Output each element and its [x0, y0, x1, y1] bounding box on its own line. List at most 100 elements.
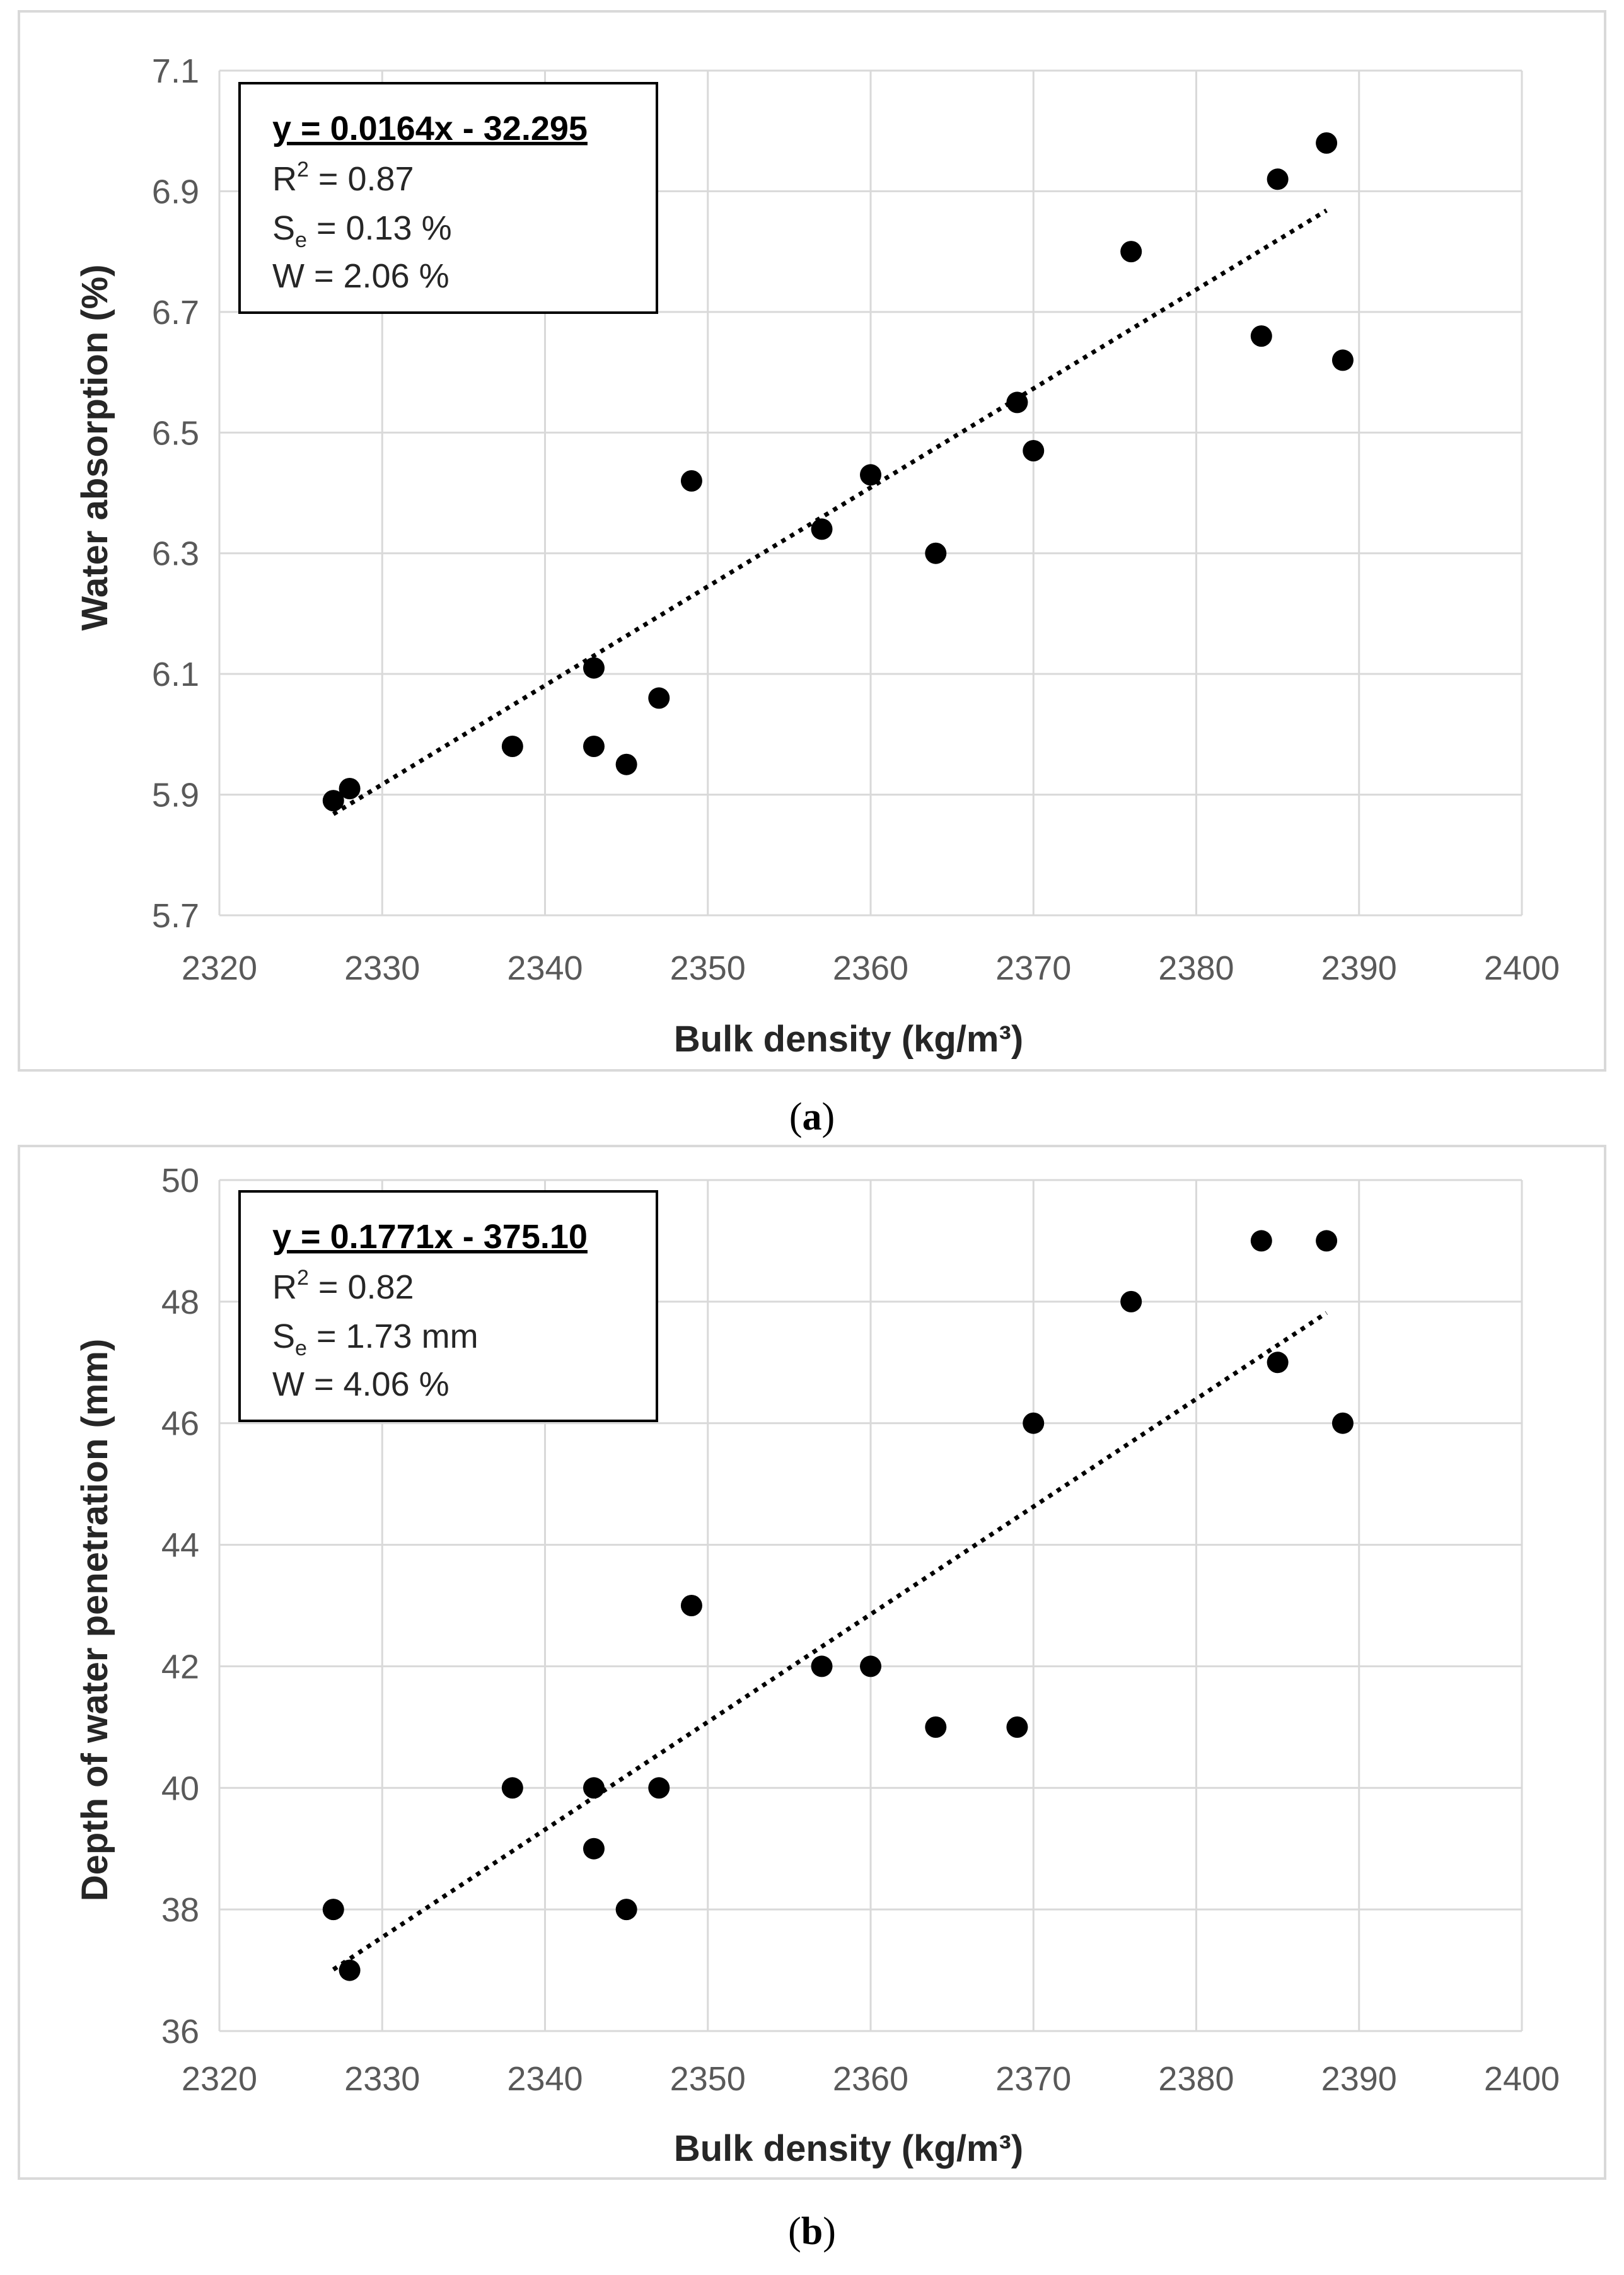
chart-a-points — [322, 132, 1354, 812]
chart-a-y-axis-title: Water absorption (%) — [74, 264, 115, 630]
chart-a-x-tick-label: 2330 — [344, 949, 420, 987]
chart-a-x-tick-label: 2390 — [1321, 949, 1397, 987]
chart-b-annotation-box: y = 0.1771x - 375.10 R2 = 0.82 Se = 1.73… — [238, 1190, 658, 1422]
chart-b-x-axis-title: Bulk density (kg/m³) — [674, 2128, 1023, 2169]
chart-b-point-6 — [648, 1777, 670, 1799]
caption-b: (b) — [788, 2210, 836, 2253]
chart-a-x-tick-label: 2370 — [995, 949, 1071, 987]
chart-a-x-tick-label: 2360 — [833, 949, 908, 987]
chart-b-equation: y = 0.1771x - 375.10 — [272, 1218, 588, 1256]
chart-a-y-tick-label: 6.9 — [152, 173, 199, 211]
chart-a-point-8 — [811, 518, 833, 540]
chart-b-y-axis-title: Depth of water penetration (mm) — [74, 1339, 115, 1902]
chart-a-x-tick-label: 2380 — [1158, 949, 1234, 987]
chart-b-point-12 — [1023, 1412, 1045, 1434]
chart-b-point-15 — [1267, 1352, 1289, 1374]
chart-a: 5.7 5.9 6.1 6.3 6.5 6.7 6.9 7.1 2320 2330 2340 235… — [18, 10, 1606, 1072]
chart-b-x-tick-label: 2350 — [670, 2060, 746, 2098]
chart-a-x-tick-label: 2350 — [670, 949, 746, 987]
chart-b-x-gridlines — [218, 1180, 1523, 2031]
chart-b-point-10 — [925, 1716, 947, 1738]
chart-a-point-3 — [583, 657, 605, 679]
chart-b-point-9 — [860, 1655, 881, 1677]
chart-b-point-16 — [1316, 1230, 1338, 1252]
chart-b-x-tick-label: 2400 — [1484, 2060, 1560, 2098]
chart-a-point-13 — [1120, 241, 1142, 263]
chart-b-x-tick-label: 2340 — [507, 2060, 583, 2098]
chart-b-x-tick-label: 2330 — [344, 2060, 420, 2098]
chart-a-x-axis-title: Bulk density (kg/m³) — [674, 1019, 1023, 1060]
chart-b-y-tick-label: 36 — [161, 2013, 199, 2051]
chart-b-x-tick-label: 2360 — [833, 2060, 908, 2098]
chart-b-x-tick-label: 2380 — [1158, 2060, 1234, 2098]
chart-a-y-tick-label: 6.1 — [152, 656, 199, 693]
chart-b-se: Se = 1.73 mm — [272, 1317, 478, 1360]
chart-a-point-7 — [680, 470, 702, 492]
chart-b-trendline-group — [332, 1311, 1328, 1972]
chart-a-x-tick-label: 2320 — [182, 949, 257, 987]
chart-a-y-tick-label: 7.1 — [152, 52, 199, 90]
chart-a-annotation-box: y = 0.0164x - 32.295 R2 = 0.87 Se = 0.13… — [238, 82, 658, 314]
caption-a: (a) — [789, 1096, 835, 1138]
chart-b-point-13 — [1120, 1290, 1142, 1312]
chart-b-point-17 — [1331, 1412, 1354, 1434]
chart-b-point-1 — [339, 1959, 361, 1981]
chart-b-y-tick-label: 46 — [161, 1405, 199, 1443]
chart-a-y-tick-label: 5.9 — [152, 777, 199, 814]
chart-a-point-11 — [1006, 391, 1028, 414]
chart-a-point-16 — [1316, 132, 1338, 154]
chart-b-y-tick-label: 38 — [161, 1891, 199, 1929]
chart-b-point-11 — [1006, 1716, 1028, 1738]
chart-b-y-tick-label: 44 — [161, 1527, 199, 1565]
chart-a-x-tick-label: 2340 — [507, 949, 583, 987]
chart-a-trendline-group — [332, 208, 1328, 816]
chart-b-w: W = 4.06 % — [272, 1365, 450, 1403]
chart-a-point-12 — [1023, 440, 1045, 461]
chart-a-point-4 — [583, 736, 605, 757]
chart-b-point-8 — [811, 1655, 833, 1677]
chart-b-point-7 — [680, 1595, 702, 1616]
chart-b-point-4 — [583, 1838, 605, 1860]
chart-a-y-tick-label: 6.3 — [152, 535, 199, 573]
chart-a-x-tick-labels: 2320 2330 2340 2350 2360 2370 2380 2390 2400 — [182, 949, 1560, 987]
chart-a-trendline — [332, 208, 1328, 816]
chart-b-point-14 — [1250, 1230, 1272, 1252]
chart-a-point-2 — [501, 736, 523, 757]
chart-b-y-tick-label: 48 — [161, 1283, 199, 1321]
chart-a-w: W = 2.06 % — [272, 257, 450, 295]
chart-a-point-6 — [648, 687, 670, 709]
chart-a-point-1 — [339, 778, 361, 799]
chart-a-point-10 — [925, 542, 947, 564]
chart-a-y-tick-labels: 5.7 5.9 6.1 6.3 6.5 6.7 6.9 7.1 — [152, 52, 199, 935]
chart-b-x-tick-label: 2390 — [1321, 2060, 1397, 2098]
chart-b-y-tick-label: 50 — [161, 1162, 199, 1200]
chart-a-point-15 — [1267, 168, 1289, 190]
chart-a-x-tick-label: 2400 — [1484, 949, 1560, 987]
chart-b: 36 38 40 42 44 46 48 50 2320 2330 2340 2350 2360 237… — [18, 1145, 1606, 2180]
chart-a-point-17 — [1331, 349, 1354, 371]
chart-b-point-3 — [583, 1777, 605, 1799]
chart-b-r2: R2 = 0.82 — [272, 1266, 414, 1306]
chart-a-y-tick-label: 5.7 — [152, 897, 199, 935]
chart-b-y-tick-label: 40 — [161, 1769, 199, 1807]
chart-a-y-tick-label: 6.5 — [152, 414, 199, 452]
chart-b-point-2 — [501, 1777, 523, 1799]
chart-a-r2: R2 = 0.87 — [272, 158, 414, 198]
chart-a-point-14 — [1250, 325, 1272, 347]
chart-a-y-tick-label: 6.7 — [152, 294, 199, 332]
chart-b-y-tick-labels: 36 38 40 42 44 46 48 50 — [161, 1162, 199, 2051]
chart-a-se: Se = 0.13 % — [272, 209, 452, 252]
chart-b-x-tick-label: 2320 — [182, 2060, 257, 2098]
chart-a-equation: y = 0.0164x - 32.295 — [272, 110, 588, 148]
chart-b-point-0 — [322, 1899, 344, 1921]
chart-b-points — [322, 1230, 1354, 1981]
chart-a-point-9 — [860, 464, 881, 486]
chart-a-point-5 — [615, 753, 637, 775]
chart-b-point-5 — [615, 1899, 637, 1921]
chart-b-x-tick-labels: 2320 2330 2340 2350 2360 2370 2380 2390 2400 — [182, 2060, 1560, 2098]
chart-b-y-tick-label: 42 — [161, 1648, 199, 1686]
chart-b-trendline — [332, 1311, 1328, 1972]
chart-a-point-0 — [322, 790, 344, 812]
chart-b-x-tick-label: 2370 — [995, 2060, 1071, 2098]
